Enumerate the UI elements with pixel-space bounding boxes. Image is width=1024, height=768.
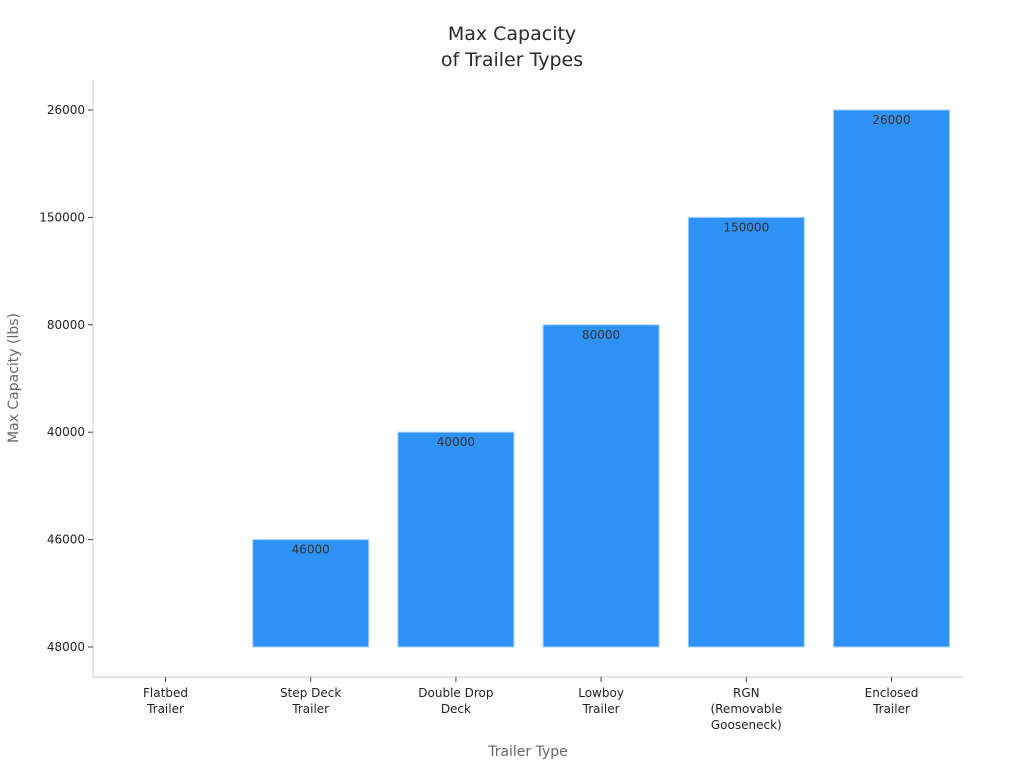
x-tick-label: Enclosed [865, 686, 919, 700]
bar [687, 216, 805, 648]
y-tick-label: 46000 [47, 533, 85, 547]
x-tick-label: Deck [441, 702, 471, 716]
x-tick-label: Trailer [146, 702, 184, 716]
bar-data-label: 26000 [872, 113, 910, 127]
bars-group: 46000 40000 80000 150000 26000 [252, 109, 950, 648]
x-tick-label: Double Drop [418, 686, 493, 700]
bar [397, 431, 515, 648]
bar-data-label: 40000 [437, 435, 475, 449]
x-tick-label: Trailer [582, 702, 620, 716]
chart-title-line-1: Max Capacity [448, 23, 576, 45]
bar [542, 324, 660, 648]
x-tick-label: (Removable [710, 702, 782, 716]
y-ticks-group: 48000 46000 40000 80000 150000 26000 [39, 103, 93, 654]
y-tick-label: 26000 [47, 103, 85, 117]
bar-data-label: 46000 [292, 543, 330, 557]
y-tick-label: 80000 [47, 318, 85, 332]
x-tick-label: RGN [733, 686, 760, 700]
y-tick-label: 48000 [47, 640, 85, 654]
x-tick-label: Gooseneck) [711, 718, 782, 732]
x-tick-label: Lowboy [578, 686, 624, 700]
bar [833, 109, 950, 648]
y-tick-label: 150000 [39, 210, 85, 224]
bar [252, 539, 370, 648]
x-ticks-group: Flatbed Trailer Step Deck Trailer Double Dro… [143, 677, 918, 732]
chart-title-line-2: of Trailer Types [441, 49, 583, 71]
x-tick-label: Trailer [872, 702, 910, 716]
x-axis-title: Trailer Type [487, 744, 568, 760]
x-tick-label: Flatbed [143, 686, 188, 700]
x-tick-label: Step Deck [280, 686, 341, 700]
bar-data-label: 150000 [723, 220, 769, 234]
bar-data-label: 80000 [582, 328, 620, 342]
y-tick-label: 40000 [47, 425, 85, 439]
y-axis-title: Max Capacity (lbs) [6, 313, 22, 443]
x-tick-label: Trailer [291, 702, 329, 716]
